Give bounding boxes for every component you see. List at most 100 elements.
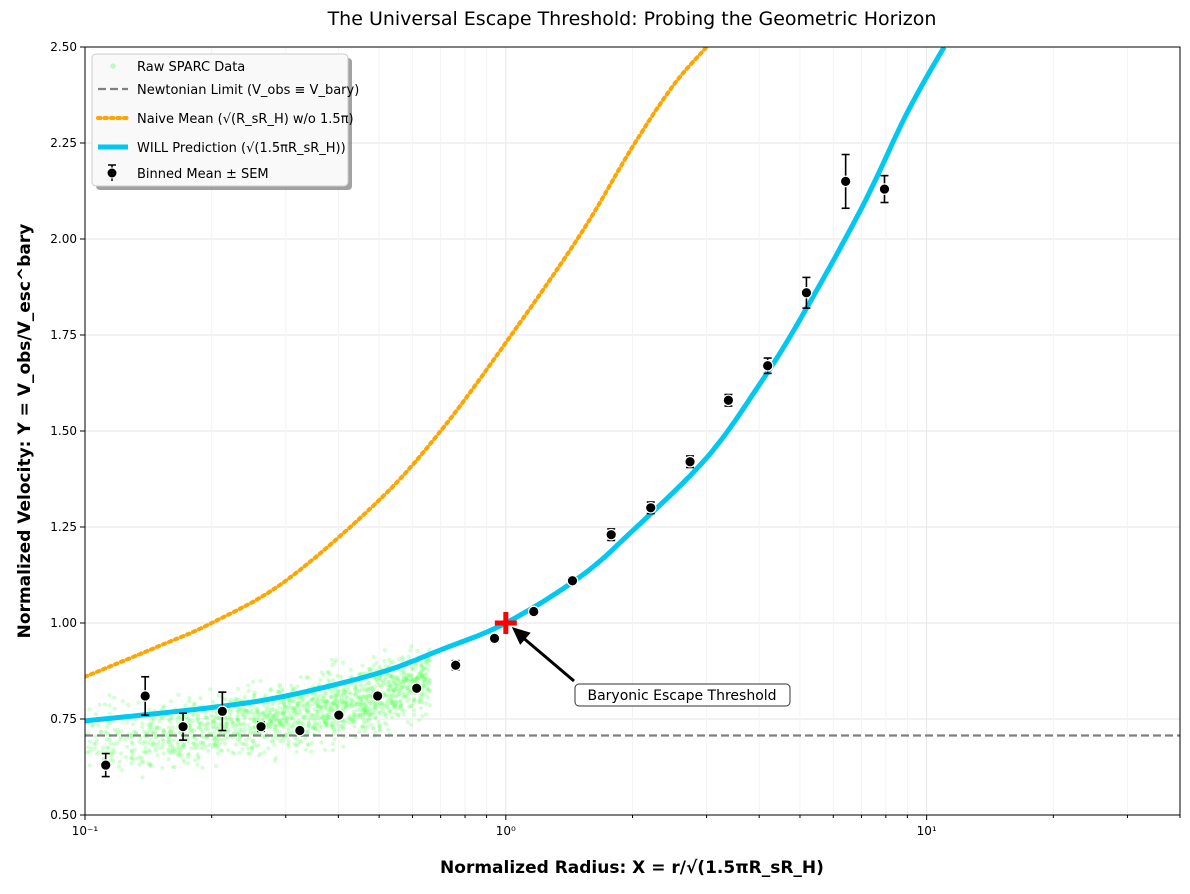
raw-data-point bbox=[225, 721, 231, 726]
raw-data-point bbox=[197, 725, 202, 730]
raw-data-point bbox=[292, 736, 297, 741]
raw-data-point bbox=[115, 727, 120, 732]
raw-data-point bbox=[252, 693, 257, 698]
raw-data-point bbox=[190, 713, 195, 718]
raw-data-point bbox=[353, 685, 358, 690]
raw-data-point bbox=[422, 666, 427, 671]
raw-data-point bbox=[125, 744, 130, 749]
raw-data-point bbox=[230, 724, 235, 729]
raw-data-point bbox=[168, 751, 173, 756]
raw-data-point bbox=[235, 718, 240, 723]
raw-data-point bbox=[192, 712, 197, 717]
raw-data-point bbox=[368, 686, 373, 691]
raw-data-point bbox=[387, 709, 392, 714]
raw-data-point bbox=[352, 704, 357, 709]
raw-data-point bbox=[357, 695, 362, 700]
raw-data-point bbox=[107, 737, 113, 742]
raw-data-point bbox=[89, 723, 94, 729]
raw-data-point bbox=[270, 739, 276, 744]
binned-mean-marker bbox=[99, 759, 112, 771]
raw-data-point bbox=[329, 705, 334, 710]
raw-data-point bbox=[322, 719, 327, 724]
raw-data-point bbox=[388, 697, 394, 702]
raw-data-point bbox=[409, 678, 415, 684]
legend-label: Binned Mean ± SEM bbox=[137, 167, 269, 182]
raw-data-point bbox=[369, 722, 374, 727]
raw-data-point bbox=[233, 696, 238, 701]
raw-data-point bbox=[423, 665, 428, 670]
raw-data-point bbox=[212, 742, 217, 748]
raw-data-point bbox=[304, 708, 309, 713]
raw-data-point bbox=[341, 700, 346, 706]
raw-data-point bbox=[346, 703, 352, 708]
raw-data-point bbox=[333, 689, 338, 695]
raw-data-point bbox=[423, 691, 428, 697]
raw-data-point bbox=[389, 692, 395, 697]
raw-data-point bbox=[281, 720, 286, 725]
raw-data-point bbox=[393, 694, 399, 699]
raw-data-point bbox=[359, 701, 364, 706]
raw-data-point bbox=[205, 715, 210, 721]
raw-data-point bbox=[305, 693, 310, 699]
raw-data-point bbox=[112, 750, 117, 755]
raw-data-point bbox=[399, 685, 405, 690]
raw-data-point bbox=[305, 675, 310, 680]
raw-data-point bbox=[281, 701, 286, 706]
raw-data-point bbox=[369, 711, 374, 717]
raw-data-point bbox=[389, 715, 394, 720]
raw-data-point bbox=[423, 659, 428, 664]
raw-data-point bbox=[365, 688, 370, 693]
raw-data-point bbox=[321, 718, 326, 723]
raw-data-point bbox=[325, 713, 330, 719]
raw-data-point bbox=[319, 715, 324, 720]
raw-data-point bbox=[275, 689, 281, 694]
raw-data-point bbox=[324, 712, 329, 718]
raw-data-point bbox=[290, 709, 295, 714]
raw-data-point bbox=[400, 657, 406, 662]
raw-data-point bbox=[235, 737, 240, 742]
raw-data-point bbox=[237, 735, 242, 740]
raw-data-point bbox=[268, 724, 273, 730]
raw-data-point bbox=[413, 666, 418, 671]
raw-data-point bbox=[329, 706, 334, 711]
raw-data-point bbox=[237, 750, 242, 755]
raw-data-point bbox=[193, 737, 198, 742]
raw-data-point bbox=[334, 701, 340, 706]
raw-data-point bbox=[362, 686, 367, 691]
raw-data-point bbox=[323, 720, 329, 726]
raw-data-point bbox=[195, 717, 200, 722]
raw-data-point bbox=[136, 700, 141, 705]
raw-data-point bbox=[258, 751, 263, 756]
raw-data-point bbox=[267, 715, 272, 721]
raw-data-point bbox=[353, 716, 358, 721]
raw-data-point bbox=[426, 662, 431, 668]
raw-data-point bbox=[322, 714, 327, 719]
raw-data-point bbox=[166, 725, 172, 730]
raw-data-point bbox=[310, 696, 316, 701]
raw-data-point bbox=[398, 685, 403, 691]
raw-data-point bbox=[277, 729, 282, 734]
raw-data-point bbox=[117, 737, 122, 742]
raw-data-point bbox=[324, 724, 329, 729]
raw-data-point bbox=[166, 757, 171, 762]
raw-data-point bbox=[322, 719, 327, 724]
raw-data-point bbox=[117, 759, 123, 764]
y-tick-label: 2.00 bbox=[50, 232, 77, 246]
raw-data-point bbox=[186, 760, 191, 766]
raw-data-point bbox=[242, 730, 247, 735]
raw-data-point bbox=[235, 717, 240, 722]
raw-data-point bbox=[324, 720, 329, 725]
y-tick-label: 2.25 bbox=[50, 136, 77, 150]
raw-data-point bbox=[146, 723, 151, 728]
raw-data-point bbox=[395, 677, 400, 683]
raw-data-point bbox=[249, 745, 254, 751]
raw-data-point bbox=[235, 708, 240, 714]
raw-data-point bbox=[372, 706, 377, 711]
annotation-arrowhead bbox=[511, 627, 531, 645]
raw-data-point bbox=[360, 712, 366, 718]
raw-data-point bbox=[344, 700, 349, 705]
raw-data-point bbox=[415, 675, 420, 680]
raw-data-point bbox=[137, 740, 142, 745]
raw-data-point bbox=[128, 755, 133, 760]
raw-data-point bbox=[192, 702, 197, 707]
